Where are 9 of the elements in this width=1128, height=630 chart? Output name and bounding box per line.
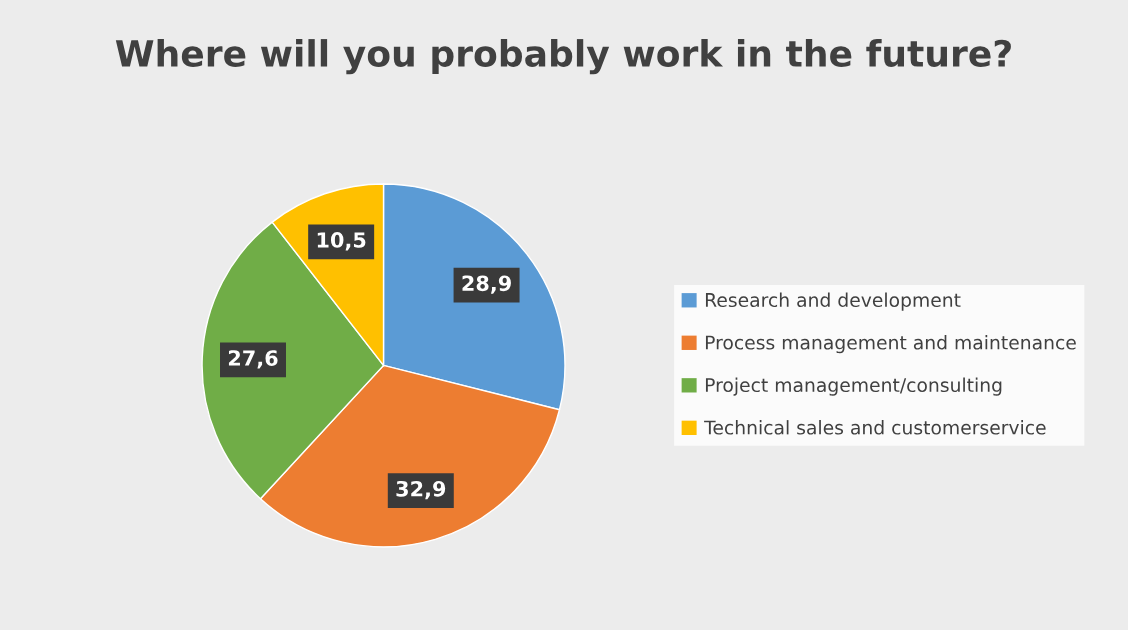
legend-label: Process management and maintenance: [705, 335, 1076, 354]
chart-title: Where will you probably work in the future?: [115, 39, 1011, 75]
legend-label: Technical sales and customerservice: [704, 420, 1046, 435]
legend-label: Project management/consulting: [705, 377, 1002, 396]
data-label: 28,9: [462, 275, 511, 294]
data-label: 27,6: [228, 350, 278, 369]
data-label: 32,9: [396, 480, 446, 500]
data-label: 10,5: [317, 232, 366, 251]
legend-label: Research and development: [705, 292, 961, 311]
